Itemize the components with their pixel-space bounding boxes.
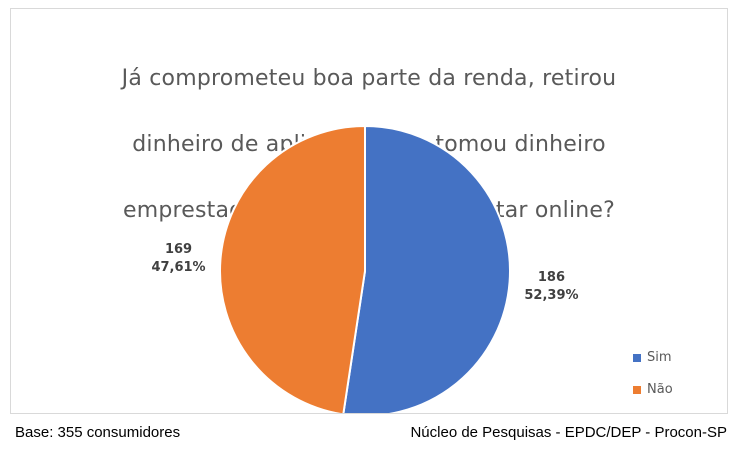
footer-source-note: Núcleo de Pesquisas - EPDC/DEP - Procon-… bbox=[410, 424, 727, 441]
data-label-percent-nao: 47,61% bbox=[151, 260, 205, 275]
data-label-count-sim: 186 bbox=[538, 270, 565, 285]
legend-item-nao: Não bbox=[633, 382, 673, 397]
footer-base-note: Base: 355 consumidores bbox=[15, 424, 181, 441]
pie-slice-sim bbox=[342, 124, 511, 413]
legend-label-nao: Não bbox=[647, 382, 673, 397]
chart-title-line-1: Já comprometeu boa parte da renda, retir… bbox=[121, 66, 617, 91]
legend-label-sim: Sim bbox=[647, 350, 672, 365]
pie-slice-nao bbox=[219, 124, 366, 413]
legend-swatch-sim bbox=[633, 353, 641, 362]
legend-item-sim: Sim bbox=[633, 350, 672, 365]
legend-swatch-nao bbox=[633, 385, 641, 394]
chart-area: Já comprometeu boa parte da renda, retir… bbox=[10, 8, 728, 414]
data-label-percent-sim: 52,39% bbox=[524, 288, 578, 303]
pie-chart: 186 52,39% 169 47,61% bbox=[151, 124, 579, 413]
data-label-count-nao: 169 bbox=[165, 242, 192, 257]
